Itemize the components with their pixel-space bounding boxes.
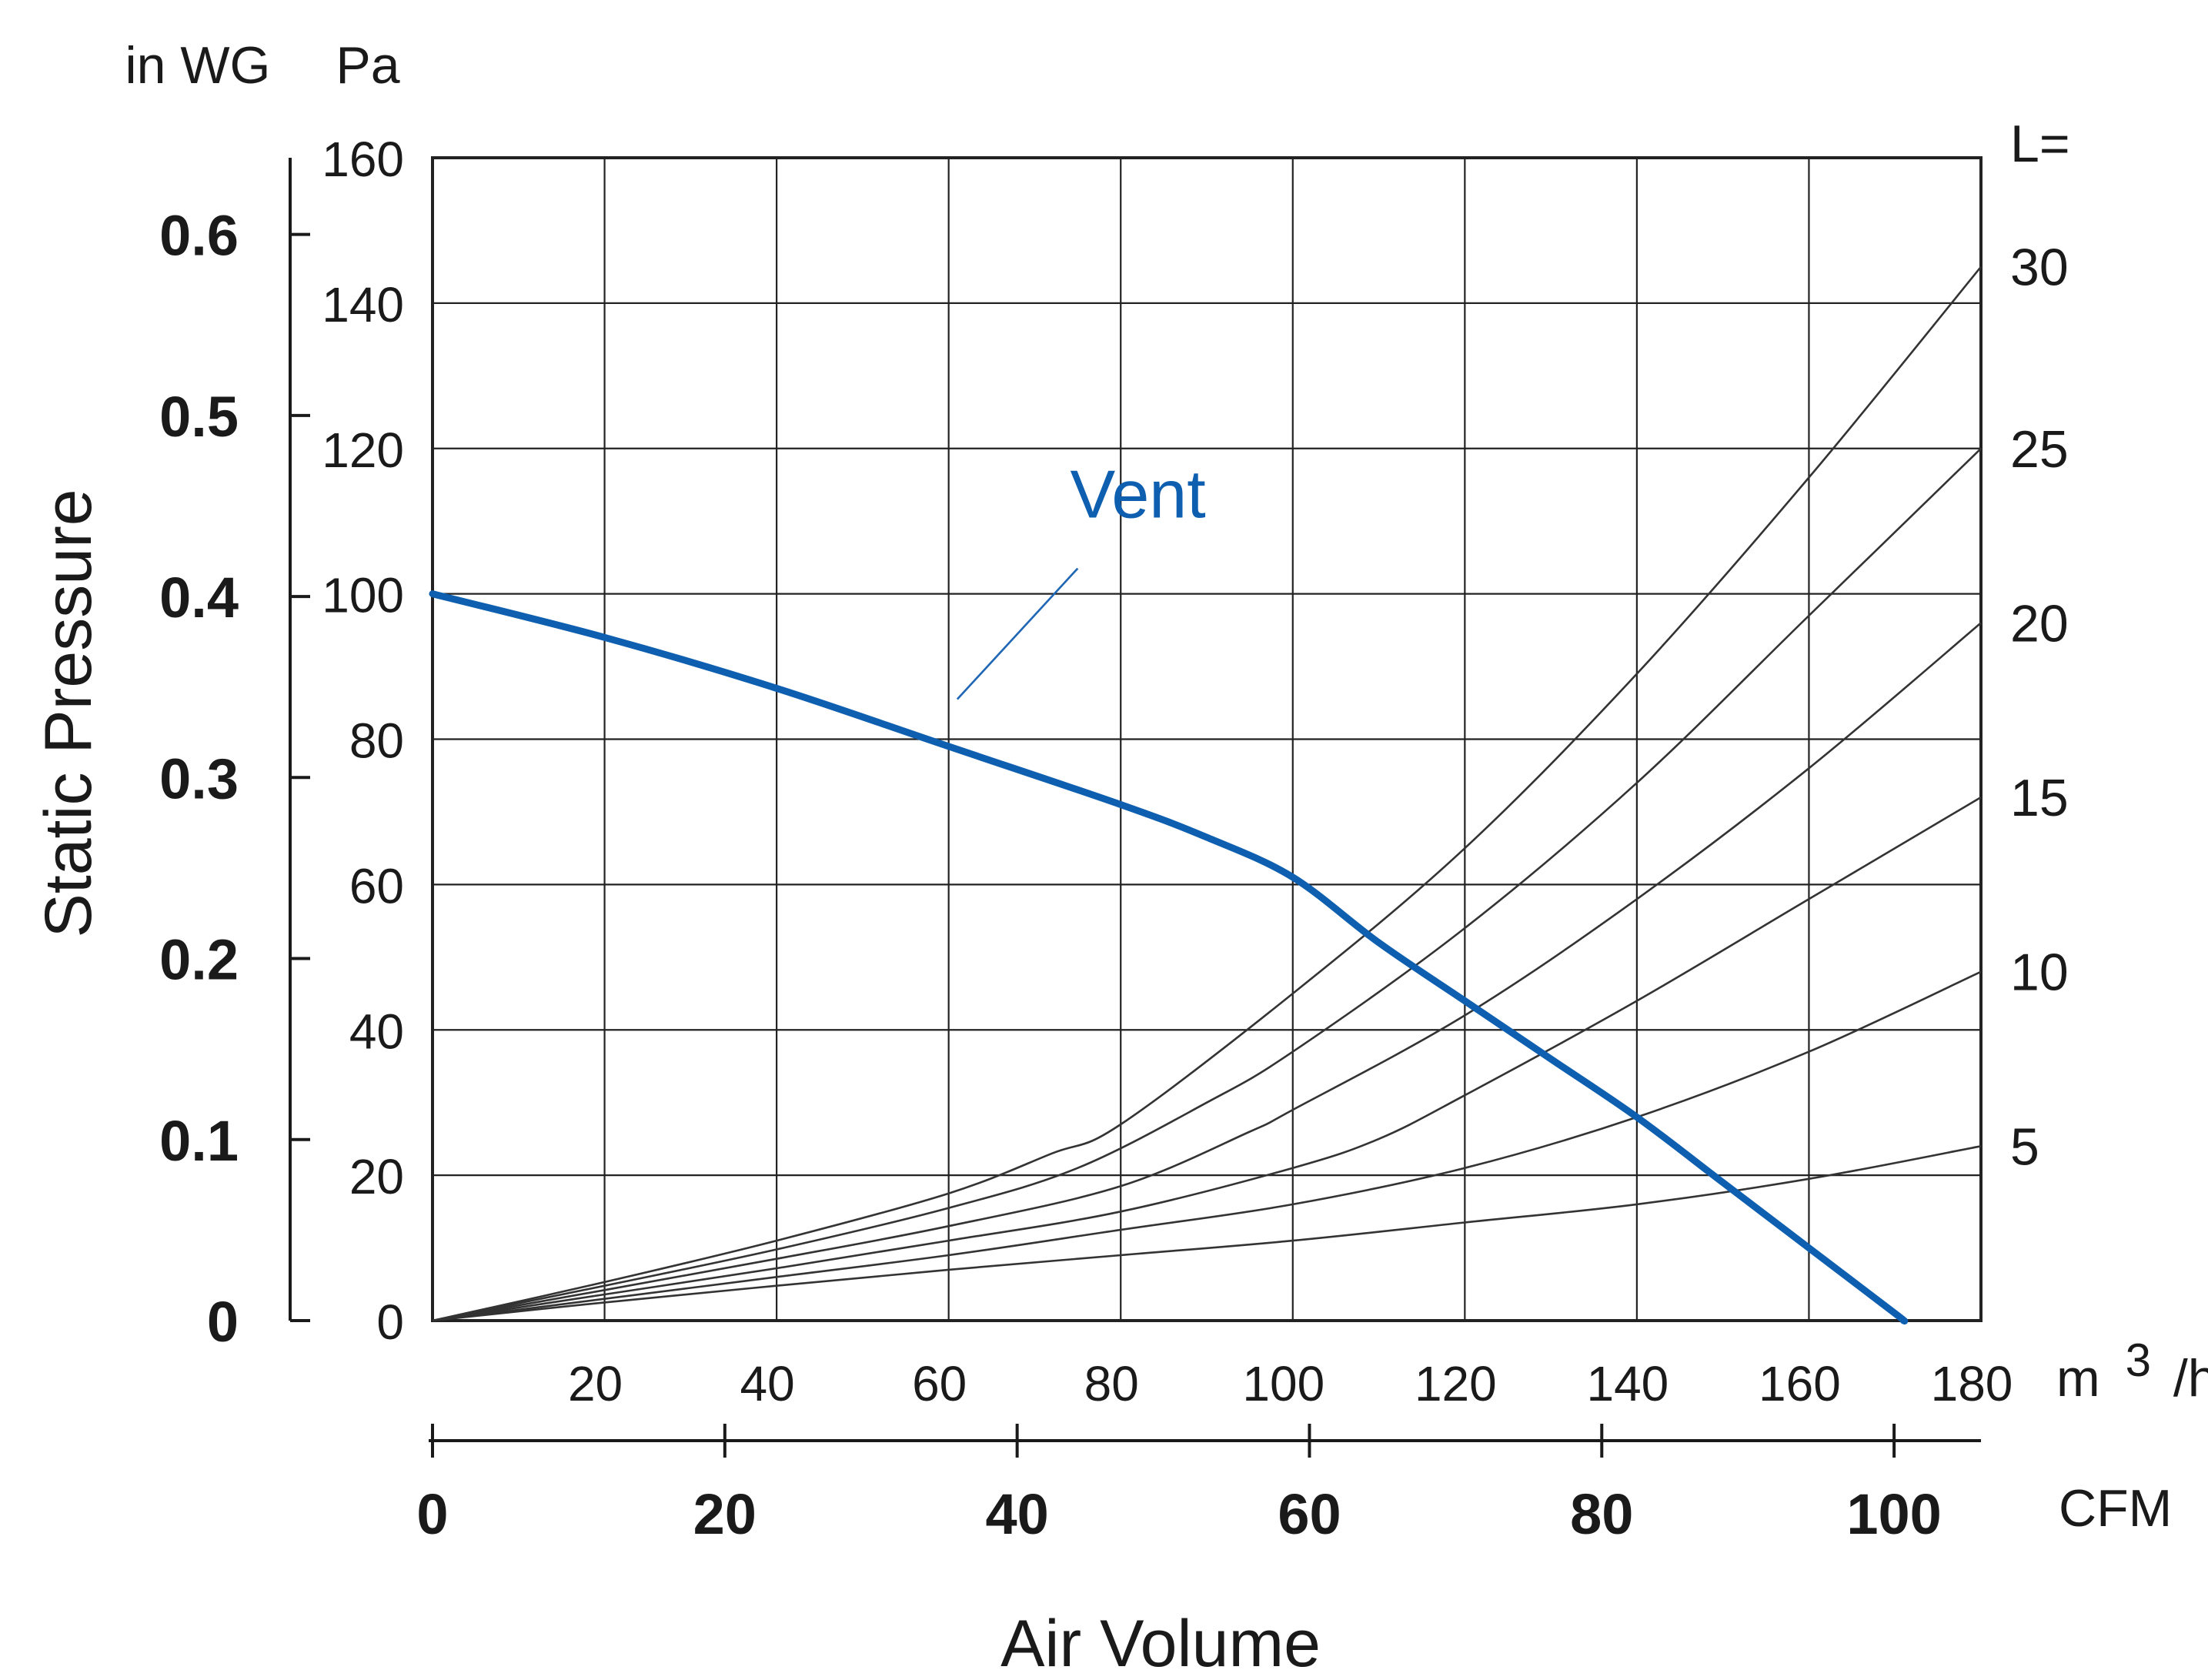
x-tick-label: 120 [1415,1356,1497,1411]
system-curve-L5 [432,1145,1982,1322]
curve-label-L15: 15 [2010,769,2069,827]
cfm-tick-label: 60 [1278,1482,1341,1546]
cfm-tick-label: 20 [693,1482,757,1546]
cfm-tick-label: 40 [985,1482,1048,1546]
cfm-unit-label: CFM [2059,1479,2172,1538]
in-wg-unit-label: in WG [125,36,271,95]
length-header-label: L= [2010,115,2070,173]
tick-labels: 20 40 60 80 100 120 140 160 18002040608010012014… [159,132,2069,1546]
plot-frame [431,156,1983,1322]
m3h-unit-base: m [2056,1349,2100,1408]
y-tick-label: 80 [349,713,404,769]
x-tick-label: 40 [740,1356,795,1411]
x-tick-label: 140 [1586,1356,1669,1411]
fan-curve-leader [956,567,1079,700]
y-tick-label: 160 [322,132,404,187]
fan-curve-label: Vent [1070,456,1205,532]
curve-label-L25: 25 [2010,420,2069,479]
in-wg-tick-label: 0.1 [159,1109,239,1173]
in-wg-tick-label: 0.3 [159,746,239,810]
grid-lines [433,158,1981,1321]
system-curve-L20 [432,622,1982,1322]
y-tick-label: 0 [376,1294,404,1350]
y-tick-label: 40 [349,1004,404,1059]
x-tick-label: 160 [1759,1356,1841,1411]
in-wg-tick-label: 0 [207,1290,239,1354]
in-wg-tick-label: 0.6 [159,204,239,268]
m3h-unit-label: m 3 /h [2056,1329,2208,1408]
system-curves [432,266,1983,1322]
system-curve-L10 [432,970,1982,1322]
curve-label-L10: 10 [2010,944,2069,1002]
pa-unit-label: Pa [336,36,399,95]
x-tick-label: 20 [568,1356,623,1411]
y-tick-label: 60 [349,858,404,913]
x-tick-label: 60 [912,1356,967,1411]
m3h-unit-sup: 3 [2126,1334,2151,1386]
y-tick-label: 100 [322,568,404,623]
x-tick-label: 80 [1084,1356,1139,1411]
system-curve-L15 [432,796,1982,1322]
x-tick-label: 100 [1242,1356,1324,1411]
cfm-tick-label: 100 [1846,1482,1941,1546]
cfm-tick-label: 80 [1570,1482,1633,1546]
y-tick-label: 20 [349,1149,404,1204]
m3h-unit-tail: /h [2173,1349,2208,1408]
x-axis-title: Air Volume [1000,1607,1321,1680]
curve-label-L20: 20 [2010,594,2069,653]
in-wg-tick-label: 0.5 [159,385,239,449]
x-tick-label: 180 [1931,1356,2013,1411]
in-wg-tick-label: 0.2 [159,928,239,992]
y-axis-title: Static Pressure [32,489,105,937]
fan-curve-group: Vent [429,456,1909,1325]
in-wg-tick-label: 0.4 [159,566,239,630]
system-curve-L25 [432,447,1982,1322]
curve-label-L5: 5 [2010,1117,2039,1176]
cfm-tick-label: 0 [416,1482,448,1546]
system-curve-L30 [432,266,1983,1322]
curve-label-L30: 30 [2010,239,2069,297]
fan-curve-line [429,590,1909,1325]
y-tick-label: 120 [322,423,404,478]
y-tick-label: 140 [322,277,404,332]
